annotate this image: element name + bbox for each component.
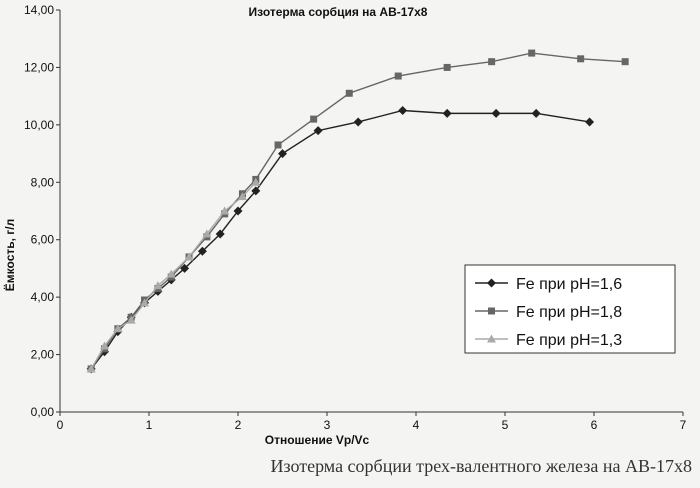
y-tick-label: 6,00 bbox=[31, 233, 55, 247]
data-point bbox=[395, 73, 402, 80]
y-tick-label: 2,00 bbox=[31, 348, 55, 362]
data-point bbox=[622, 58, 629, 65]
data-point bbox=[577, 55, 584, 62]
x-tick-label: 1 bbox=[146, 418, 153, 432]
x-tick-label: 0 bbox=[57, 418, 64, 432]
legend-swatch-marker bbox=[488, 308, 495, 315]
x-tick-label: 5 bbox=[502, 418, 509, 432]
figure-caption: Изотерма сорбции трех-валентного железа … bbox=[0, 456, 700, 477]
y-tick-label: 0,00 bbox=[31, 405, 55, 419]
y-tick-label: 4,00 bbox=[31, 290, 55, 304]
legend-label: Fe при pH=1,3 bbox=[516, 332, 622, 349]
legend-label: Fe при pH=1,6 bbox=[516, 276, 622, 293]
x-tick-label: 6 bbox=[591, 418, 598, 432]
data-point bbox=[275, 141, 282, 148]
legend-label: Fe при pH=1,8 bbox=[516, 304, 622, 321]
data-point bbox=[444, 64, 451, 71]
x-tick-label: 4 bbox=[413, 418, 420, 432]
data-point bbox=[346, 90, 353, 97]
data-point bbox=[310, 116, 317, 123]
y-tick-label: 10,00 bbox=[24, 118, 54, 132]
y-tick-label: 8,00 bbox=[31, 175, 55, 189]
data-point bbox=[528, 50, 535, 57]
y-tick-label: 14,00 bbox=[24, 3, 54, 17]
chart-title: Изотерма сорбция на АВ-17х8 bbox=[249, 5, 428, 19]
y-tick-label: 12,00 bbox=[24, 60, 54, 74]
legend: Fe при pH=1,6 Fe при pH=1,8 Fe при pH=1,3 bbox=[465, 265, 675, 353]
x-tick-label: 7 bbox=[680, 418, 687, 432]
y-axis-label: Ёмкость, г/л bbox=[2, 219, 17, 291]
x-tick-label: 3 bbox=[324, 418, 331, 432]
x-axis-label: Отношение Vp/Vc bbox=[265, 433, 370, 447]
data-point bbox=[488, 58, 495, 65]
x-tick-label: 2 bbox=[235, 418, 242, 432]
